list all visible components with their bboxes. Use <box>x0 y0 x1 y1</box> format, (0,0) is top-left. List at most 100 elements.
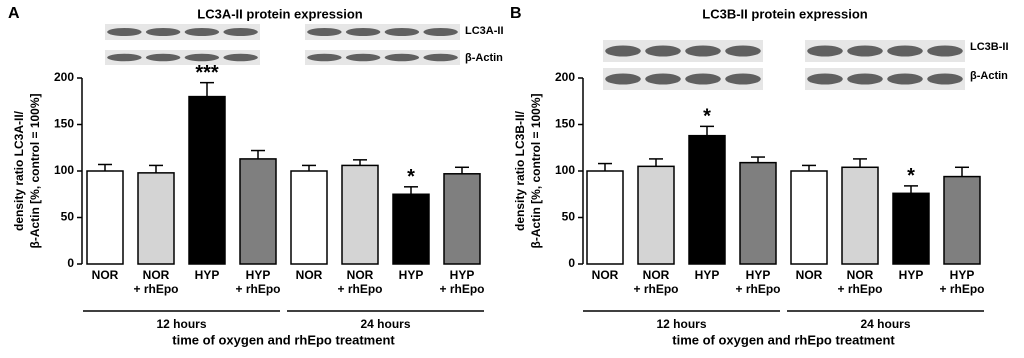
bar <box>188 95 226 265</box>
y-tick-label: 0 <box>568 256 575 270</box>
x-tick-label-line: HYP <box>195 268 220 282</box>
blot-background <box>805 40 965 62</box>
x-axis-label: time of oxygen and rhEpo treatment <box>172 332 395 347</box>
blot-band <box>725 45 761 57</box>
significance-label: * <box>703 106 711 128</box>
bar <box>86 170 124 265</box>
blot-background <box>603 68 763 90</box>
blot-label: LC3B-II <box>970 41 1009 53</box>
blot-band <box>605 45 641 57</box>
bar <box>688 134 726 265</box>
bar <box>841 166 879 265</box>
x-tick-label-line: NOR <box>347 268 374 282</box>
y-tick-label: 0 <box>67 256 74 270</box>
x-tick-label: NOR <box>592 268 619 282</box>
blot-band <box>223 53 258 62</box>
blot-background <box>305 24 460 40</box>
blot-band <box>384 28 420 36</box>
x-tick-label: NOR + rhEpo <box>133 268 178 296</box>
x-tick-label: HYP + rhEpo <box>939 268 984 296</box>
blot-band <box>107 28 142 36</box>
bar <box>443 173 481 265</box>
blot-band <box>184 53 220 62</box>
blot-background <box>305 50 460 65</box>
x-tick-label-line: HYP <box>746 268 771 282</box>
x-tick-label-line: HYP <box>246 268 271 282</box>
x-tick-label-line: HYP <box>950 268 975 282</box>
blot-band <box>685 45 721 57</box>
significance-label: * <box>407 166 415 188</box>
blot-band <box>345 53 381 62</box>
blot-band <box>307 53 342 62</box>
significance-label: * <box>907 165 915 187</box>
y-tick-label: 150 <box>54 117 74 131</box>
x-tick-label-line: + rhEpo <box>735 282 780 296</box>
blot-band <box>184 28 220 36</box>
x-tick-label: HYP + rhEpo <box>235 268 280 296</box>
y-axis-label: density ratio LC3A-II/β-Actin [%, contro… <box>12 93 42 248</box>
blot-band <box>605 73 641 85</box>
x-tick-label: NOR <box>296 268 323 282</box>
x-tick-label-line: NOR <box>796 268 823 282</box>
x-tick-label-line: HYP <box>695 268 720 282</box>
bar <box>137 172 175 265</box>
chart-title: LC3A-II protein expression <box>197 6 362 21</box>
blot-label: LC3A-II <box>465 25 504 37</box>
x-tick-label: HYP <box>399 268 424 282</box>
blot-band <box>725 73 761 85</box>
y-tick-label: 100 <box>54 163 74 177</box>
blot-band <box>384 53 420 62</box>
panel-label: A <box>8 5 20 22</box>
bar <box>586 170 624 265</box>
x-tick-label-line: + rhEpo <box>235 282 280 296</box>
x-tick-label: NOR <box>796 268 823 282</box>
blot-band <box>807 73 843 85</box>
x-axis-label: time of oxygen and rhEpo treatment <box>672 332 895 347</box>
y-tick-label: 100 <box>555 163 575 177</box>
x-tick-label: NOR + rhEpo <box>337 268 382 296</box>
bar <box>739 161 777 265</box>
y-tick-label: 200 <box>54 70 74 84</box>
blot-background <box>603 40 763 62</box>
x-tick-label: HYP + rhEpo <box>439 268 484 296</box>
x-tick-label-line: + rhEpo <box>337 282 382 296</box>
blot-background <box>105 50 260 65</box>
blot-band <box>887 45 923 57</box>
blot-band <box>223 28 258 36</box>
blot-band <box>423 53 458 62</box>
x-tick-label-line: NOR <box>92 268 119 282</box>
x-tick-label: NOR + rhEpo <box>837 268 882 296</box>
blot-band <box>645 73 681 85</box>
x-tick-label-line: + rhEpo <box>439 282 484 296</box>
blot-band <box>847 73 883 85</box>
blot-band <box>145 28 181 36</box>
bar <box>943 175 981 265</box>
y-axis-label-line: β-Actin [%, control = 100%] <box>529 93 543 248</box>
x-tick-label: HYP + rhEpo <box>735 268 780 296</box>
bar <box>790 170 828 265</box>
blot-band <box>423 28 458 36</box>
x-tick-label-line: HYP <box>399 268 424 282</box>
x-tick-label-line: HYP <box>899 268 924 282</box>
chart-title: LC3B-II protein expression <box>702 6 867 21</box>
blot-band <box>927 45 963 57</box>
blot-band <box>107 53 142 62</box>
blot-band <box>145 53 181 62</box>
blot-band <box>887 73 923 85</box>
x-tick-label-line: NOR <box>643 268 670 282</box>
x-tick-label-line: + rhEpo <box>939 282 984 296</box>
x-tick-label: HYP <box>195 268 220 282</box>
x-tick-label: HYP <box>899 268 924 282</box>
x-tick-label-line: + rhEpo <box>633 282 678 296</box>
bar <box>341 164 379 265</box>
group-label: 12 hours <box>156 317 206 331</box>
bar <box>392 193 430 265</box>
blot-band <box>307 28 342 36</box>
group-label: 24 hours <box>360 317 410 331</box>
x-tick-label-line: NOR <box>592 268 619 282</box>
blot-band <box>927 73 963 85</box>
y-axis-label-line: density ratio LC3A-II/ <box>12 110 26 231</box>
panel-label: B <box>510 5 522 22</box>
x-tick-label-line: + rhEpo <box>837 282 882 296</box>
y-tick-label: 50 <box>61 210 75 224</box>
